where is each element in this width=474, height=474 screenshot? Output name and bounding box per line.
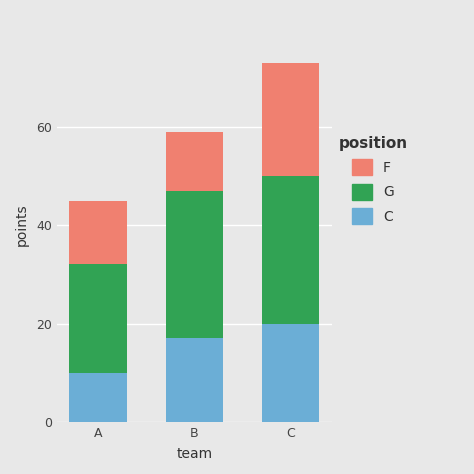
Bar xyxy=(69,264,127,373)
Legend: F, G, C: F, G, C xyxy=(332,129,415,231)
Bar xyxy=(165,132,223,191)
Bar xyxy=(165,338,223,422)
Bar xyxy=(69,201,127,264)
Bar xyxy=(165,191,223,338)
X-axis label: team: team xyxy=(176,447,212,461)
Bar xyxy=(262,323,319,422)
Bar xyxy=(262,176,319,323)
Bar xyxy=(262,63,319,176)
Y-axis label: points: points xyxy=(15,204,29,246)
Bar xyxy=(69,373,127,422)
